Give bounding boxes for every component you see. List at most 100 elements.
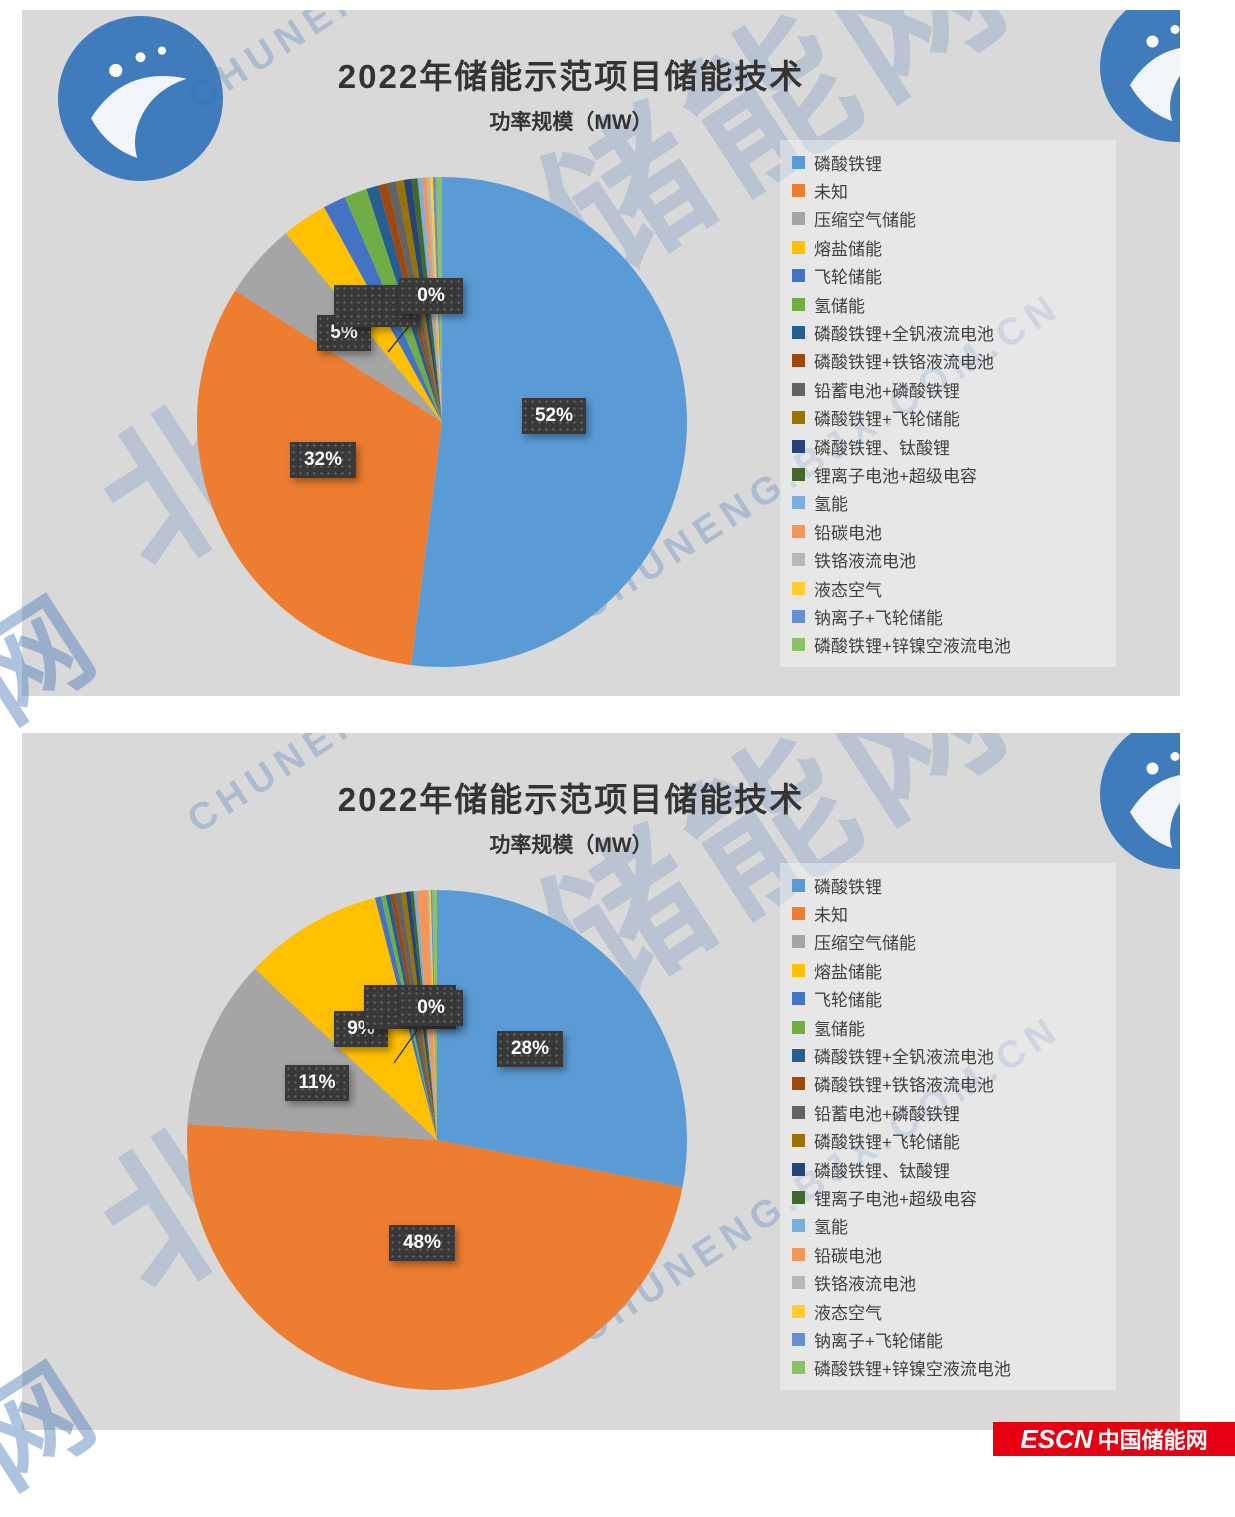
legend-swatch [792, 1190, 805, 1204]
legend-item[interactable]: 磷酸铁锂+全钒液流电池 [792, 1041, 1104, 1069]
legend-item[interactable]: 飞轮储能 [792, 262, 1104, 290]
legend-item[interactable]: 锂离子电池+超级电容 [792, 460, 1104, 488]
legend-item[interactable]: 熔盐储能 [792, 233, 1104, 261]
legend-label: 液态空气 [814, 580, 882, 600]
legend-swatch [792, 524, 805, 538]
legend-label: 铅碳电池 [814, 523, 882, 543]
legend-item[interactable]: 液态空气 [792, 574, 1104, 602]
pie-slice-2[interactable] [187, 968, 437, 1140]
legend-item[interactable]: 氢储能 [792, 1013, 1104, 1041]
legend-item[interactable]: 磷酸铁锂+锌镍空液流电池 [792, 1354, 1104, 1382]
legend-item[interactable]: 磷酸铁锂、钛酸锂 [792, 432, 1104, 460]
legend-item[interactable]: 未知 [792, 899, 1104, 927]
footer-brand-name: 中国储能网 [1097, 1428, 1208, 1453]
legend-label: 未知 [814, 183, 848, 203]
legend: 磷酸铁锂未知压缩空气储能 熔盐储能飞轮储能氢储能磷酸铁锂+全钒液流电池 磷酸铁锂+铁… [780, 863, 1116, 1391]
legend-swatch [792, 1020, 805, 1034]
legend-label: 氢能 [814, 1218, 848, 1238]
legend-item[interactable]: 磷酸铁锂+全钒液流电池 [792, 318, 1104, 346]
legend-label: 磷酸铁锂 [814, 154, 882, 174]
legend-label: 未知 [814, 906, 848, 926]
legend-swatch [792, 907, 805, 921]
legend-label: 磷酸铁锂+铁铬液流电池 [814, 1076, 994, 1096]
legend-item[interactable]: 磷酸铁锂+飞轮储能 [792, 1127, 1104, 1155]
legend-label: 压缩空气储能 [814, 211, 916, 231]
legend-swatch [792, 1304, 805, 1318]
legend-swatch [792, 1105, 805, 1119]
legend-item[interactable]: 压缩空气储能 [792, 205, 1104, 233]
legend-item[interactable]: 钠离子+飞轮储能 [792, 1325, 1104, 1353]
legend-swatch [792, 581, 805, 595]
chart-title: 2022年储能示范项目储能技术 [337, 58, 805, 95]
legend-item[interactable]: 钠离子+飞轮储能 [792, 602, 1104, 630]
pie-slice-0[interactable] [437, 890, 687, 1187]
legend-item[interactable]: 磷酸铁锂+锌镍空液流电池 [792, 631, 1104, 659]
legend-item[interactable]: 磷酸铁锂 [792, 148, 1104, 176]
legend-label: 熔盐储能 [814, 962, 882, 982]
chart-card-bottom: CHUNENG.BJX.COM.CN 北极星储能网 CHUNENG.BJX.CO… [22, 733, 1180, 1430]
legend-item[interactable]: 铁铬液流电池 [792, 545, 1104, 573]
legend-item[interactable]: 磷酸铁锂+铁铬液流电池 [792, 347, 1104, 375]
legend-swatch [792, 467, 805, 481]
legend-label: 氢储能 [814, 296, 865, 316]
legend-item[interactable]: 铅蓄电池+磷酸铁锂 [792, 375, 1104, 403]
legend-swatch [792, 439, 805, 453]
legend-swatch [792, 1134, 805, 1148]
legend-item[interactable]: 磷酸铁锂+铁铬液流电池 [792, 1070, 1104, 1098]
legend-swatch [792, 878, 805, 892]
legend-swatch [792, 1247, 805, 1261]
legend-item[interactable]: 铁铬液流电池 [792, 1268, 1104, 1296]
legend-swatch [792, 212, 805, 226]
legend-label: 磷酸铁锂+锌镍空液流电池 [814, 1360, 1011, 1380]
legend-label: 铁铬液流电池 [814, 1275, 916, 1295]
legend-swatch [792, 496, 805, 510]
legend-label: 钠离子+飞轮储能 [814, 608, 943, 628]
legend-swatch [792, 240, 805, 254]
legend-swatch [792, 269, 805, 283]
legend-label: 氢储能 [814, 1019, 865, 1039]
legend-label: 铁铬液流电池 [814, 552, 916, 572]
legend-label: 铅碳电池 [814, 1246, 882, 1266]
legend-label: 钠离子+飞轮储能 [814, 1331, 943, 1351]
legend-label: 磷酸铁锂+飞轮储能 [814, 410, 960, 430]
legend-item[interactable]: 氢能 [792, 489, 1104, 517]
legend-label: 铅蓄电池+磷酸铁锂 [814, 1104, 960, 1124]
legend-swatch [792, 382, 805, 396]
legend-label: 压缩空气储能 [814, 934, 916, 954]
chart-card-top: CHUNENG.BJX.COM.CN 北极星储能网 CHUNENG.BJX.CO… [22, 10, 1180, 696]
chart-title: 2022年储能示范项目储能技术 [337, 781, 805, 818]
legend-item[interactable]: 液态空气 [792, 1297, 1104, 1325]
legend-item[interactable]: 未知 [792, 176, 1104, 204]
legend-label: 液态空气 [814, 1303, 882, 1323]
legend-item[interactable]: 锂离子电池+超级电容 [792, 1183, 1104, 1211]
legend-label: 锂离子电池+超级电容 [814, 1189, 977, 1209]
legend-item[interactable]: 磷酸铁锂 [792, 871, 1104, 899]
legend-item[interactable]: 磷酸铁锂+飞轮储能 [792, 404, 1104, 432]
legend-item[interactable]: 氢能 [792, 1212, 1104, 1240]
legend-label: 锂离子电池+超级电容 [814, 466, 977, 486]
legend-swatch [792, 1332, 805, 1346]
legend-label: 氢能 [814, 495, 848, 515]
legend-swatch [792, 155, 805, 169]
legend-item[interactable]: 氢储能 [792, 290, 1104, 318]
legend-swatch [792, 1361, 805, 1375]
legend-swatch [792, 935, 805, 949]
legend-label: 磷酸铁锂、钛酸锂 [814, 438, 950, 458]
legend-item[interactable]: 熔盐储能 [792, 956, 1104, 984]
legend-swatch [792, 553, 805, 567]
legend-item[interactable]: 压缩空气储能 [792, 928, 1104, 956]
legend-swatch [792, 326, 805, 340]
legend-label: 熔盐储能 [814, 239, 882, 259]
legend-item[interactable]: 飞轮储能 [792, 985, 1104, 1013]
legend-swatch [792, 1219, 805, 1233]
chart-subtitle: 功率规模（MW） [489, 834, 653, 857]
legend: 磷酸铁锂未知压缩空气储能 熔盐储能飞轮储能氢储能 磷酸铁锂+全钒液流电池 磷酸铁锂+铁… [780, 140, 1116, 668]
legend-item[interactable]: 铅蓄电池+磷酸铁锂 [792, 1098, 1104, 1126]
pie-slice-0[interactable] [411, 177, 687, 668]
legend-swatch [792, 1049, 805, 1063]
legend-item[interactable]: 铅碳电池 [792, 517, 1104, 545]
legend-item[interactable]: 磷酸铁锂、钛酸锂 [792, 1155, 1104, 1183]
legend-item[interactable]: 铅碳电池 [792, 1240, 1104, 1268]
legend-label: 磷酸铁锂+全钒液流电池 [814, 1048, 994, 1068]
legend-swatch [792, 297, 805, 311]
